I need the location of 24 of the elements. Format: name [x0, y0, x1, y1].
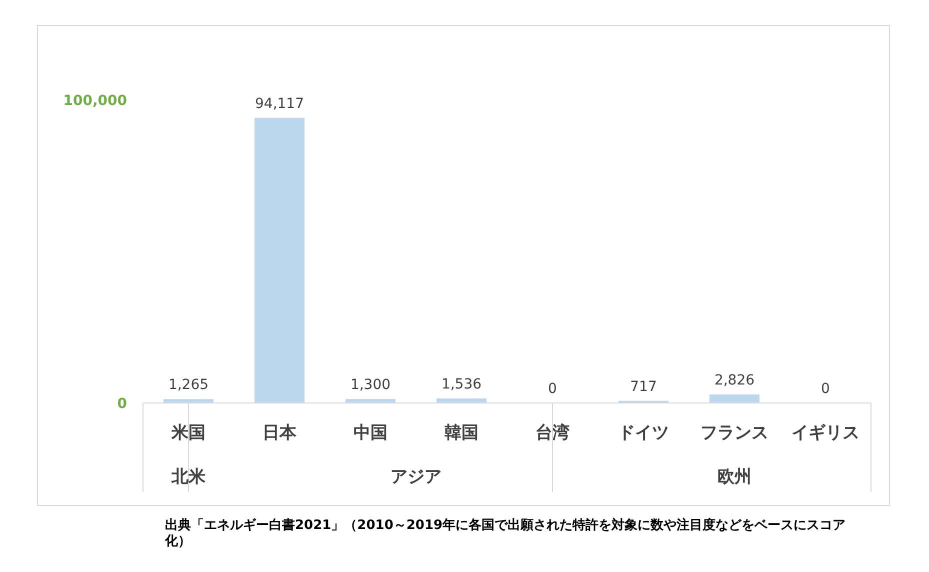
- y-tick-label: 100,000: [63, 93, 128, 109]
- data-label: 0: [821, 381, 830, 397]
- bar: [709, 394, 760, 403]
- x-tick-label: イギリス: [792, 423, 860, 443]
- x-tick-label: フランス: [700, 423, 768, 443]
- x-tick-label: 日本: [262, 423, 298, 443]
- data-label: 0: [548, 381, 557, 397]
- text: 欧州: [718, 467, 752, 487]
- source-note: 出典「エネルギー白書2021」（2010～2019年に各国で出願された特許を対象に数や注目度などをベースにスコア化）: [165, 518, 847, 550]
- x-tick-label: 台湾: [536, 423, 570, 443]
- data-label: 1,265: [168, 377, 209, 394]
- x-tick-label: 韓国: [444, 423, 478, 443]
- data-label: 94,117: [255, 96, 304, 112]
- bar: [163, 399, 214, 403]
- data-label: 2,826: [714, 372, 755, 388]
- x-tick-label: 米国: [170, 423, 206, 443]
- x-tick-label: 中国: [354, 423, 388, 443]
- data-label: 1,300: [350, 377, 391, 394]
- data-label: 1,536: [441, 376, 482, 392]
- x-tick-label: ドイツ: [618, 423, 669, 443]
- data-label: 717: [630, 378, 657, 395]
- bar: [254, 118, 305, 403]
- text: 北米: [170, 467, 206, 487]
- text: アジア: [390, 467, 442, 487]
